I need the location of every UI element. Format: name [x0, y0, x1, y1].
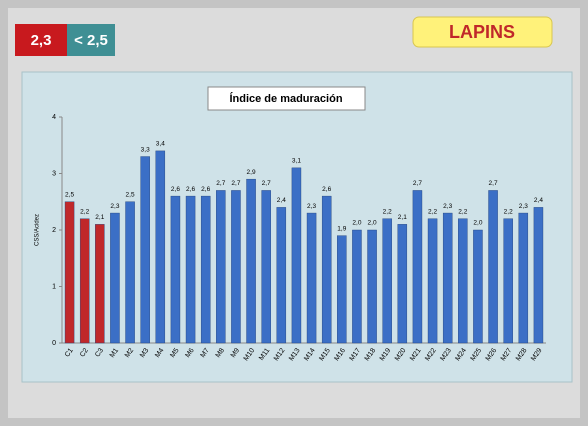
x-tick-label: M8	[215, 347, 226, 359]
data-label: 3,3	[141, 146, 150, 153]
x-tick-label: C3	[94, 347, 105, 358]
bar	[291, 167, 302, 344]
chart-title: Índice de maduración	[229, 92, 342, 105]
data-label: 2,7	[413, 180, 422, 187]
data-label: 2,4	[534, 197, 543, 204]
x-tick-label: M9	[230, 347, 241, 359]
bar	[488, 190, 498, 344]
y-tick-label: 1	[52, 283, 56, 290]
data-label: 2,3	[110, 203, 119, 210]
bar	[79, 218, 90, 344]
threshold-box	[67, 24, 115, 56]
data-label: 2,7	[262, 180, 271, 187]
bar	[397, 224, 408, 344]
data-label: 2,0	[368, 220, 377, 227]
threshold-text: < 2,5	[74, 32, 108, 49]
variety-text: LAPINS	[449, 22, 515, 42]
y-tick-label: 2	[52, 227, 56, 234]
data-label: 2,5	[65, 191, 74, 198]
data-label: 2,7	[231, 180, 240, 187]
data-label: 2,6	[186, 186, 195, 193]
data-label: 2,1	[95, 214, 104, 221]
bar	[321, 195, 332, 344]
data-label: 2,7	[489, 180, 498, 187]
bar	[216, 190, 226, 344]
data-label: 2,2	[428, 208, 437, 215]
bar	[518, 212, 529, 344]
bar	[155, 150, 166, 344]
data-label: 2,7	[216, 180, 225, 187]
bar	[412, 190, 423, 344]
value-text: 2,3	[31, 32, 52, 49]
bar	[231, 190, 241, 344]
value-box	[15, 24, 67, 56]
data-label: 2,3	[307, 203, 316, 210]
bar	[261, 190, 271, 344]
bar	[458, 218, 468, 344]
bar	[276, 207, 287, 344]
data-label: 2,2	[383, 208, 392, 215]
data-label: 2,6	[171, 186, 180, 193]
data-label: 2,9	[247, 169, 256, 176]
bar	[337, 235, 347, 344]
bar	[427, 218, 438, 344]
bar	[367, 229, 377, 344]
data-label: 2,2	[504, 208, 513, 215]
bar	[442, 212, 453, 344]
bar	[533, 207, 544, 344]
data-label: 2,2	[80, 208, 89, 215]
bar	[473, 229, 483, 344]
x-tick-label: M5	[169, 347, 180, 359]
data-label: 2,2	[458, 208, 467, 215]
bar	[95, 224, 105, 344]
data-label: 1,9	[337, 225, 346, 232]
bar	[382, 218, 392, 344]
x-tick-label: C1	[64, 347, 75, 358]
x-tick-label: M7	[200, 347, 211, 359]
bar	[170, 195, 181, 344]
bar	[200, 195, 211, 344]
data-label: 2,5	[126, 191, 135, 198]
bar	[185, 195, 196, 344]
y-tick-label: 0	[52, 340, 56, 347]
y-axis-label: CSS/Acidez	[35, 214, 41, 246]
bar	[306, 212, 317, 344]
x-tick-label: C2	[79, 347, 90, 358]
data-label: 2,0	[352, 220, 361, 227]
bar	[246, 178, 256, 344]
data-label: 2,3	[443, 203, 452, 210]
variety-box	[412, 16, 553, 48]
data-label: 2,4	[277, 197, 286, 204]
data-label: 2,6	[201, 186, 210, 193]
bar	[352, 229, 362, 344]
data-label: 2,1	[398, 214, 407, 221]
data-label: 2,3	[519, 203, 528, 210]
y-tick-label: 3	[52, 170, 56, 177]
data-label: 3,1	[292, 158, 301, 165]
bar	[140, 156, 150, 344]
x-tick-label: M1	[109, 347, 120, 359]
bar	[64, 201, 75, 344]
bar	[503, 218, 513, 344]
data-label: 2,6	[322, 186, 331, 193]
x-tick-label: M6	[184, 347, 195, 359]
x-tick-label: M3	[139, 347, 150, 359]
bar	[125, 201, 135, 344]
data-label: 3,4	[156, 141, 165, 148]
data-label: 2,0	[473, 220, 482, 227]
y-tick-label: 4	[52, 114, 56, 121]
bar	[110, 212, 120, 344]
x-tick-label: M4	[154, 347, 165, 359]
title-box	[207, 86, 366, 111]
x-tick-label: M2	[124, 347, 135, 359]
